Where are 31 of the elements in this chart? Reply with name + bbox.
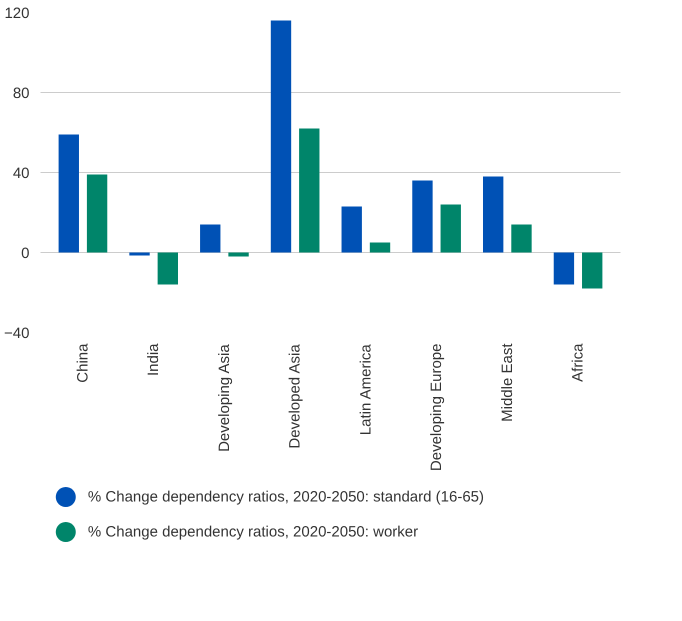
bar (511, 224, 532, 252)
bar (270, 20, 292, 252)
y-tick-label: −40 (4, 325, 30, 342)
x-tick-label: China (74, 342, 92, 383)
bar (228, 252, 249, 256)
bar (412, 180, 433, 252)
x-tick-label: Africa (570, 342, 587, 382)
legend-label: % Change dependency ratios, 2020-2050: worker (88, 524, 418, 540)
x-tick-label: Developing Europe (428, 343, 446, 472)
bar (483, 176, 504, 252)
x-tick-label: Latin America (357, 344, 374, 436)
x-tick-label: Middle East (498, 342, 516, 422)
bar (299, 128, 320, 252)
bar (58, 134, 79, 252)
y-tick-label: 0 (21, 245, 30, 262)
bar (158, 252, 178, 284)
y-tick-label: 40 (12, 165, 30, 182)
bar (342, 206, 362, 252)
x-tick-label: India (145, 342, 162, 376)
y-tick-label: 120 (4, 5, 30, 22)
bar (129, 252, 150, 256)
x-tick-label: Developing Asia (216, 344, 233, 452)
bar (200, 224, 220, 252)
bar (370, 242, 390, 252)
x-tick-label: Developed Asia (286, 344, 304, 449)
bar (554, 252, 574, 284)
y-tick-label: 80 (12, 85, 30, 102)
legend-label: % Change dependency ratios, 2020-2050: standard (16-65) (88, 488, 484, 506)
bar (582, 252, 602, 288)
bar (86, 174, 108, 252)
bar (440, 204, 461, 252)
